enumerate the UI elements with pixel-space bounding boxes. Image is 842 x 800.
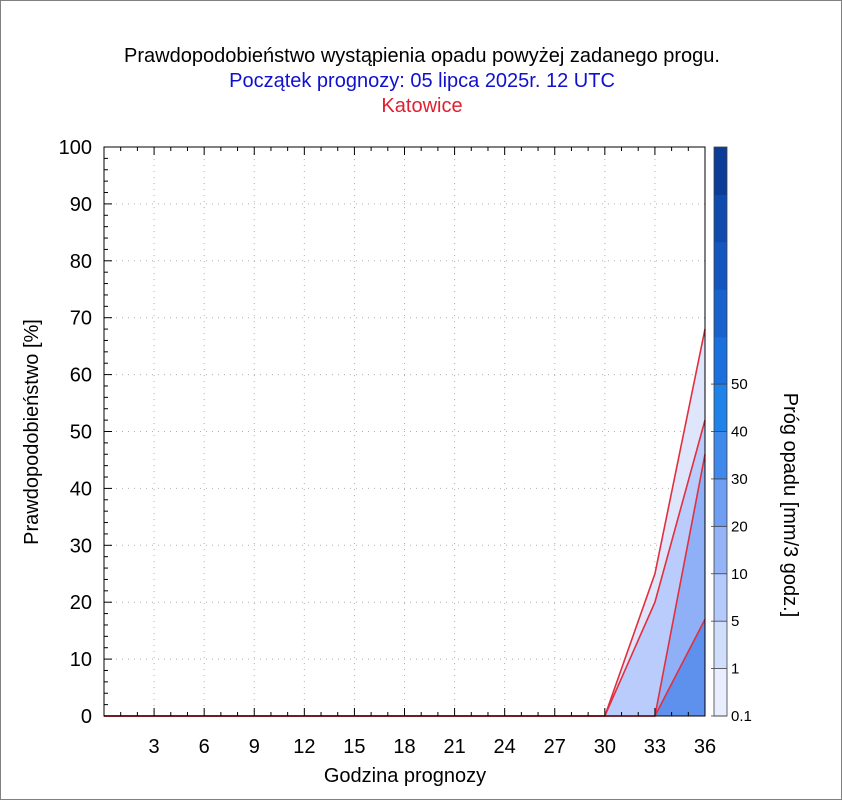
colorbar-tick-label: 5: [731, 613, 739, 630]
x-tick-label: 12: [293, 736, 315, 758]
colorbar-tick-label: 50: [731, 376, 748, 393]
x-tick-label: 33: [644, 736, 666, 758]
area-series-group: [104, 329, 705, 716]
x-tick-label: 27: [544, 736, 566, 758]
colorbar-tick-label: 30: [731, 471, 748, 488]
y-tick-label: 10: [70, 649, 92, 671]
line-series-1: [104, 419, 706, 717]
grid: [104, 147, 705, 716]
x-axis-label: Godzina prognozy: [324, 765, 486, 787]
colorbar-segment: [714, 526, 727, 575]
colorbar-segment: [714, 241, 727, 290]
chart-subtitle: Początek prognozy: 05 lipca 2025r. 12 UT…: [229, 70, 615, 92]
colorbar-segment: [714, 336, 727, 385]
y-tick-label: 40: [70, 478, 92, 500]
chart-location: Katowice: [381, 95, 463, 117]
axis-tick-labels: 3 6 9 12 15 18 21 24 27 30 33 360102030405060708090…: [59, 137, 717, 758]
y-tick-label: 30: [70, 535, 92, 557]
x-tick-label: 36: [694, 736, 716, 758]
y-tick-label: 50: [70, 422, 92, 444]
x-tick-label: 9: [249, 736, 260, 758]
axis-ticks: [104, 147, 689, 716]
y-tick-label: 100: [59, 137, 92, 159]
colorbar-segment: [714, 147, 727, 195]
y-tick-label: 0: [81, 706, 92, 728]
chart-title: Prawdopodobieństwo wystąpienia opadu pow…: [124, 45, 720, 67]
colorbar-label: Próg opadu [mm/3 godz.]: [779, 393, 801, 618]
colorbar-tick-label: 0.1: [731, 708, 752, 725]
y-axis-label: Prawdopodobieństwo [%]: [21, 319, 43, 545]
y-tick-label: 20: [70, 592, 92, 614]
area-series-1: [104, 420, 705, 716]
x-tick-label: 15: [343, 736, 365, 758]
y-tick-label: 70: [70, 308, 92, 330]
x-tick-label: 30: [594, 736, 616, 758]
colorbar-tick-label: 10: [731, 566, 748, 583]
colorbar-segment: [714, 194, 727, 243]
y-tick-label: 80: [70, 251, 92, 273]
x-tick-label: 6: [199, 736, 210, 758]
x-tick-label: 3: [149, 736, 160, 758]
colorbar-segment: [714, 573, 727, 622]
y-tick-label: 90: [70, 194, 92, 216]
colorbar-tick-label: 20: [731, 518, 748, 535]
y-tick-label: 60: [70, 365, 92, 387]
colorbar-segment: [714, 621, 727, 670]
x-tick-label: 21: [443, 736, 465, 758]
colorbar: 0.1 1 5 10 20 30 40 50: [711, 146, 752, 725]
colorbar-segment: [714, 478, 727, 527]
colorbar-segment: [714, 289, 727, 338]
colorbar-tick-label: 40: [731, 424, 748, 441]
colorbar-tick-label: 1: [731, 661, 739, 678]
colorbar-segment: [714, 668, 727, 717]
colorbar-segment: [714, 384, 727, 432]
colorbar-segment: [714, 431, 727, 480]
x-tick-label: 18: [393, 736, 415, 758]
x-tick-label: 24: [494, 736, 516, 758]
